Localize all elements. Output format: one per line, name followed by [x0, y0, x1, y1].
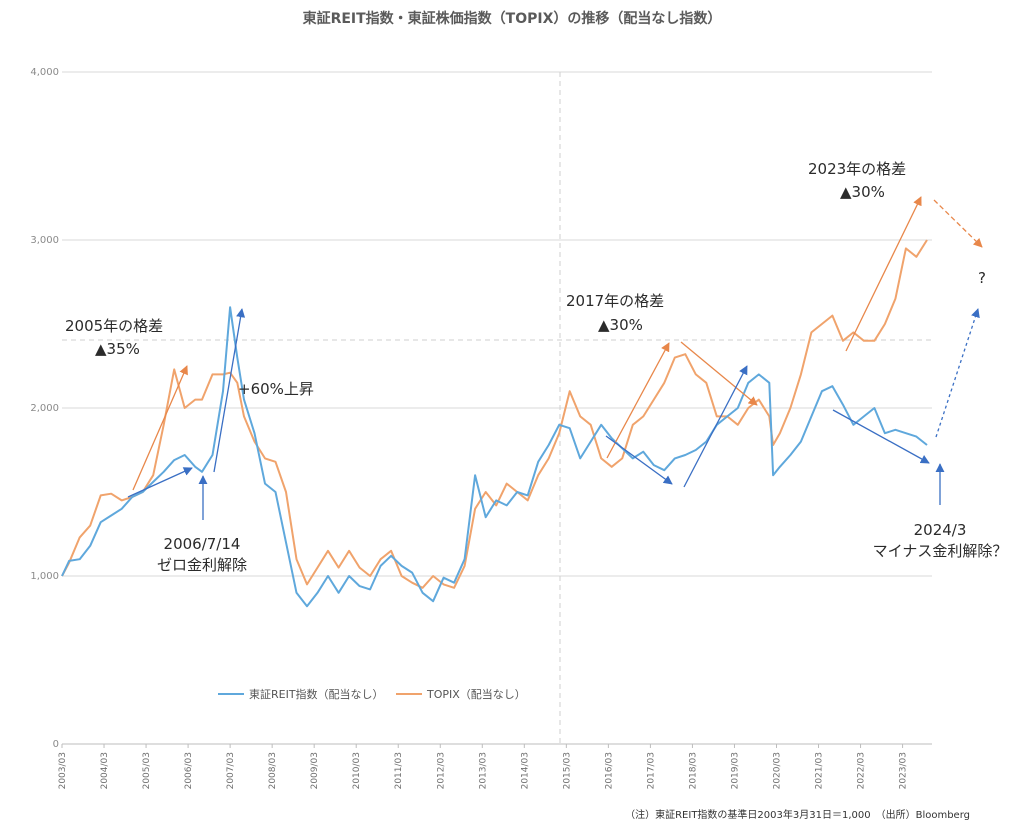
- x-tick-label: 2021/03: [815, 752, 825, 789]
- x-tick-label: 2008/03: [268, 752, 278, 789]
- footnote: （注）東証REIT指数の基準日2003年3月31日＝1,000 （出所）Bloo…: [625, 808, 970, 821]
- annotation-60-rise: +60%上昇: [238, 380, 314, 398]
- annotation-2023-gap-value: ▲30%: [840, 183, 885, 201]
- x-tick-label: 2007/03: [226, 752, 236, 789]
- x-tick-label: 2004/03: [100, 752, 110, 789]
- arrow-2005-topix: [132, 365, 188, 491]
- x-tick-label: 2005/03: [142, 752, 152, 789]
- x-axis-ticks: 2003/03 2004/03 2005/03 2006/03 2007/03 2008/…: [58, 744, 909, 789]
- series-lines: [61, 239, 928, 608]
- series-line-reit: [61, 306, 928, 608]
- x-tick-label: 2023/03: [899, 752, 909, 789]
- x-tick-label: 2011/03: [394, 752, 404, 789]
- annotation-arrows: [127, 196, 983, 520]
- arrow-2017-reit-up: [683, 365, 748, 488]
- y-tick-label: 2,000: [30, 403, 59, 414]
- x-tick-label: 2017/03: [646, 752, 656, 789]
- annotation-2017-gap-value: ▲30%: [598, 316, 643, 334]
- x-tick-label: 2006/03: [184, 752, 194, 789]
- gridlines: [62, 71, 932, 745]
- arrow-60-rise: [213, 308, 246, 473]
- arrow-2024-reit-forecast: [935, 308, 980, 438]
- arrow-2017-topix-up: [606, 342, 670, 459]
- y-tick-label: 1,000: [30, 571, 59, 582]
- arrow-2024-topix-forecast: [933, 199, 983, 248]
- y-tick-label: 4,000: [30, 67, 59, 78]
- x-tick-label: 2018/03: [688, 752, 698, 789]
- annotation-2005-gap-value: ▲35%: [95, 340, 140, 358]
- x-tick-label: 2014/03: [520, 752, 530, 789]
- y-axis-ticks: 0 1,000 2,000 3,000 4,000: [30, 67, 59, 750]
- annotation-2017-gap-title: 2017年の格差: [566, 292, 664, 310]
- annotation-zero-rate-text: ゼロ金利解除: [157, 556, 247, 574]
- arrow-2023-topix: [845, 196, 922, 352]
- annotation-zero-rate-date: 2006/7/14: [164, 535, 241, 553]
- annotation-2005-gap-title: 2005年の格差: [65, 317, 163, 335]
- x-tick-label: 2012/03: [436, 752, 446, 789]
- legend-label-reit: 東証REIT指数（配当なし）: [249, 687, 384, 701]
- y-tick-label: 0: [53, 739, 59, 750]
- arrow-2005-reit: [127, 467, 193, 498]
- annotation-2023-gap-title: 2023年の格差: [808, 160, 906, 178]
- series-line-topix: [61, 239, 928, 589]
- x-tick-label: 2010/03: [352, 752, 362, 789]
- x-tick-label: 2015/03: [562, 752, 572, 789]
- legend-label-topix: TOPIX（配当なし）: [426, 687, 526, 701]
- arrow-2017-reit-down: [605, 435, 673, 485]
- x-tick-label: 2019/03: [730, 752, 740, 789]
- x-tick-label: 2003/03: [58, 752, 68, 789]
- annotation-question: ?: [978, 269, 986, 287]
- x-tick-label: 2020/03: [772, 752, 782, 789]
- chart-title: 東証REIT指数・東証株価指数（TOPIX）の推移（配当なし指数）: [303, 10, 722, 27]
- annotation-2024-date: 2024/3: [914, 521, 967, 539]
- x-tick-label: 2016/03: [604, 752, 614, 789]
- legend: 東証REIT指数（配当なし） TOPIX（配当なし）: [218, 687, 526, 701]
- x-tick-label: 2009/03: [310, 752, 320, 789]
- annotation-negative-rate-text: マイナス金利解除？: [873, 542, 1008, 560]
- x-tick-label: 2022/03: [857, 752, 867, 789]
- x-tick-label: 2013/03: [478, 752, 488, 789]
- y-tick-label: 3,000: [30, 235, 59, 246]
- arrow-2023-reit: [832, 409, 930, 464]
- arrow-2017-topix-down: [680, 341, 758, 406]
